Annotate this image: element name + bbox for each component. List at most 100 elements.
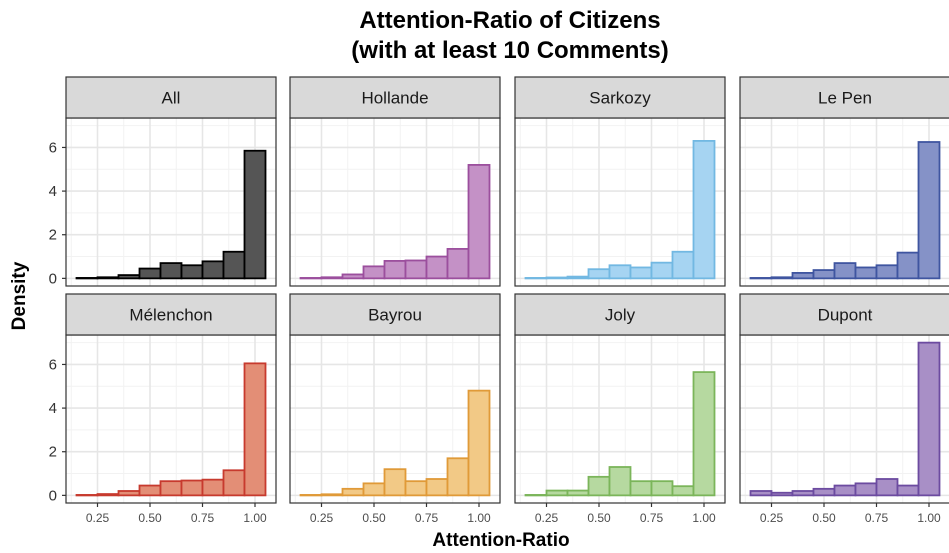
chart-title-line-2: (with at least 10 Comments) [351,37,668,64]
x-tick-label: 0.25 [310,511,334,525]
histogram-bar [917,141,941,280]
histogram-bar [770,276,794,280]
facet-strip [514,293,726,336]
facet-strip-label: Bayrou [368,306,422,325]
histogram-bar [159,480,183,497]
x-tick-label: 0.50 [362,511,386,525]
histogram-bar [524,277,548,280]
histogram-bar [791,272,815,280]
facet-panel-joly: Joly 0.25 0.50 0.75 1.00 [514,293,726,525]
facet-panel-le-pen: Le Pen [739,76,949,287]
facet-strip [739,293,949,336]
histogram-bar [243,362,267,497]
histogram-bar [201,260,225,280]
facet-strip-label: Joly [605,306,636,325]
histogram-bar [341,273,365,280]
histogram-bar [875,478,899,497]
histogram-bar [75,277,99,280]
facet-panel-mélenchon: Mélenchon 0 2 4 6 0.25 0.50 0.75 1.00 [49,293,277,525]
histogram-bar [467,164,491,280]
facet-strip [739,76,949,119]
histogram-bar [404,480,428,497]
histogram-bar [545,489,569,497]
histogram-bar [320,276,344,280]
panel-background [740,335,949,503]
facet-strip-label: Sarkozy [589,89,651,108]
histogram-bar [629,266,653,280]
facet-strip [65,293,277,336]
x-tick-label: 0.75 [191,511,215,525]
histogram-bar [833,484,857,497]
histogram-bar [362,482,386,497]
y-tick-label: 2 [49,227,57,244]
histogram-bar [180,479,204,497]
histogram-bar [917,341,941,497]
histogram-bar [383,260,407,280]
histogram-bar [138,267,162,280]
histogram-bar [159,262,183,280]
histogram-bar [201,478,225,497]
histogram-bar [629,480,653,497]
histogram-bar [749,277,773,280]
histogram-bar [608,466,632,497]
histogram-bar [446,457,470,497]
histogram-bar [854,482,878,497]
histogram-bar [180,264,204,280]
histogram-bar [222,469,246,497]
histogram-bar [96,276,120,280]
facet-strip [289,76,501,119]
histogram-bar [671,485,695,497]
y-tick-label: 0 [49,270,57,287]
histogram-bar [117,274,141,280]
chart-title-line-1: Attention-Ratio of Citizens [359,7,660,34]
histogram-bar [425,255,449,280]
facet-strip-label: Le Pen [818,89,872,108]
histogram-bar [812,487,836,497]
histogram-bar [117,490,141,497]
x-tick-label: 1.00 [243,511,267,525]
histogram-bar [650,261,674,280]
histogram-bar [446,248,470,280]
histogram-bar [692,140,716,280]
histogram-bar [320,493,344,497]
y-axis-title: Density [9,261,30,330]
x-tick-label: 0.25 [760,511,784,525]
x-tick-label: 0.50 [138,511,162,525]
x-tick-label: 0.25 [535,511,559,525]
histogram-bar [566,489,590,497]
x-tick-label: 0.75 [415,511,439,525]
facet-panel-bayrou: Bayrou 0.25 0.50 0.75 1.00 [289,293,501,525]
histogram-bar [896,484,920,497]
y-tick-label: 6 [49,139,57,156]
y-tick-label: 2 [49,444,57,461]
facet-strip-label: Hollande [361,89,428,108]
histogram-bar [362,265,386,280]
facet-strip [65,76,277,119]
y-tick-label: 4 [49,400,57,417]
y-tick-label: 6 [49,356,57,373]
histogram-bar [75,494,99,497]
histogram-bar [770,491,794,497]
histogram-bar [587,268,611,280]
histogram-bar [650,480,674,497]
x-tick-label: 1.00 [917,511,941,525]
x-tick-label: 1.00 [692,511,716,525]
histogram-bar [545,276,569,280]
facet-panel-hollande: Hollande [289,76,501,287]
histogram-bar [341,487,365,497]
y-tick-label: 0 [49,487,57,504]
histogram-bar [299,494,323,497]
facet-panel-sarkozy: Sarkozy [514,76,726,287]
x-tick-label: 0.75 [640,511,664,525]
histogram-bar [812,269,836,280]
facet-strip-label: All [162,89,181,108]
facet-panel-dupont: Dupont 0.25 0.50 0.75 1.00 [739,293,949,525]
histogram-bar [383,468,407,497]
histogram-bar [524,494,548,497]
y-tick-label: 4 [49,183,57,200]
x-axis-title: Attention-Ratio [432,530,569,551]
histogram-bar [138,484,162,497]
facet-panel-all: All 0 2 4 6 [49,76,277,287]
x-tick-label: 1.00 [467,511,491,525]
